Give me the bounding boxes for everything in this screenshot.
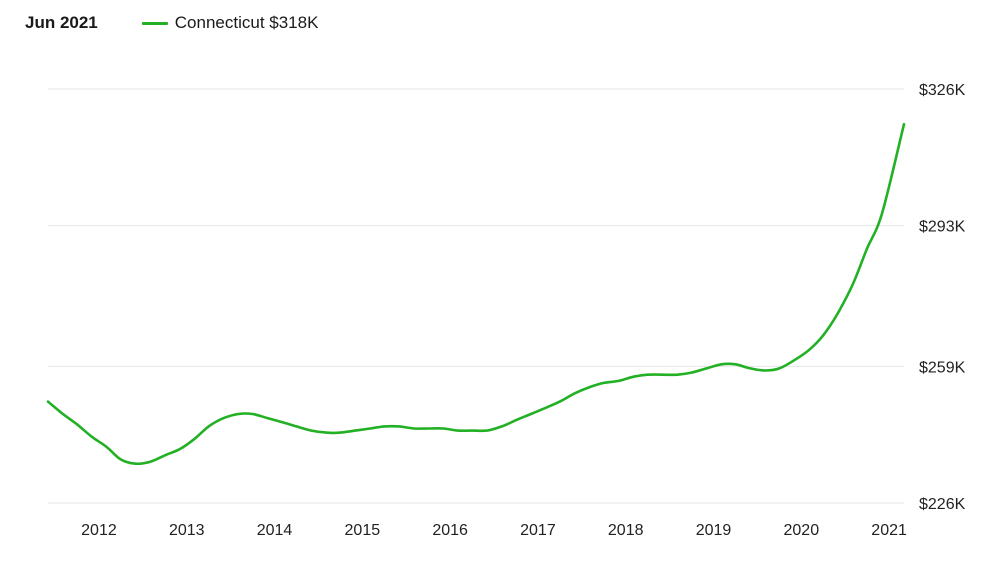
x-tick-label-2016: 2016: [432, 522, 468, 539]
legend: Jun 2021 Connecticut $318K: [25, 10, 318, 36]
legend-series-label: Connecticut $318K: [174, 13, 319, 32]
y-tick-label-226: $226K: [919, 496, 966, 513]
y-tick-label-293: $293K: [919, 219, 966, 236]
x-tick-label-2020: 2020: [784, 522, 820, 539]
x-tick-label-2018: 2018: [608, 522, 644, 539]
x-tick-label-2013: 2013: [169, 522, 205, 539]
x-tick-label-2019: 2019: [696, 522, 732, 539]
y-tick-label-326: $326K: [919, 82, 966, 99]
x-tick-label-2015: 2015: [345, 522, 381, 539]
x-tick-label-2021: 2021: [871, 522, 907, 539]
legend-date: Jun 2021: [25, 13, 98, 32]
x-tick-label-2017: 2017: [520, 522, 556, 539]
x-tick-label-2014: 2014: [257, 522, 293, 539]
x-tick-label-2012: 2012: [81, 522, 117, 539]
series-line-connecticut: [46, 122, 906, 466]
y-tick-label-259: $259K: [919, 359, 966, 376]
legend-swatch-connecticut: [141, 21, 168, 25]
